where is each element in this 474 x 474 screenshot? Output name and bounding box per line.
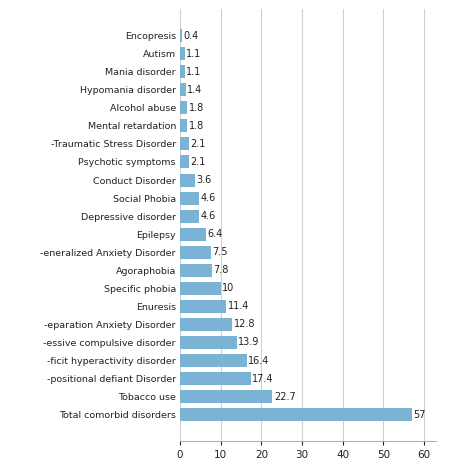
Bar <box>180 83 186 96</box>
Bar <box>180 137 189 150</box>
Text: 10: 10 <box>222 283 235 293</box>
Bar <box>180 173 195 186</box>
Bar <box>180 101 187 114</box>
Bar <box>180 408 412 421</box>
Text: 13.9: 13.9 <box>238 337 260 347</box>
Bar <box>180 47 184 60</box>
Text: 1.1: 1.1 <box>186 67 201 77</box>
Bar <box>180 246 210 259</box>
Text: 7.8: 7.8 <box>213 265 229 275</box>
Bar <box>180 318 232 331</box>
Bar <box>180 300 227 313</box>
Text: 3.6: 3.6 <box>196 175 211 185</box>
Text: 1.1: 1.1 <box>186 49 201 59</box>
Bar <box>180 29 182 42</box>
Text: 4.6: 4.6 <box>201 211 216 221</box>
Bar <box>180 372 251 385</box>
Bar <box>180 155 189 168</box>
Text: 1.8: 1.8 <box>189 121 204 131</box>
Text: 2.1: 2.1 <box>190 157 206 167</box>
Text: 2.1: 2.1 <box>190 139 206 149</box>
Text: 11.4: 11.4 <box>228 301 249 311</box>
Text: 4.6: 4.6 <box>201 193 216 203</box>
Bar <box>180 119 187 132</box>
Text: 6.4: 6.4 <box>208 229 223 239</box>
Bar <box>180 354 247 367</box>
Text: 16.4: 16.4 <box>248 356 270 365</box>
Text: 12.8: 12.8 <box>234 319 255 329</box>
Bar <box>180 264 212 277</box>
Bar <box>180 191 199 205</box>
Bar <box>180 390 273 403</box>
Text: 0.4: 0.4 <box>183 31 199 41</box>
Text: 22.7: 22.7 <box>274 392 296 401</box>
Text: 57: 57 <box>413 410 426 419</box>
Bar <box>180 210 199 223</box>
Text: 1.4: 1.4 <box>187 85 203 95</box>
Text: 17.4: 17.4 <box>253 374 274 383</box>
Text: 1.8: 1.8 <box>189 103 204 113</box>
Text: 7.5: 7.5 <box>212 247 228 257</box>
Bar <box>180 65 184 78</box>
Bar <box>180 228 206 241</box>
Bar <box>180 282 221 295</box>
Bar <box>180 336 237 349</box>
